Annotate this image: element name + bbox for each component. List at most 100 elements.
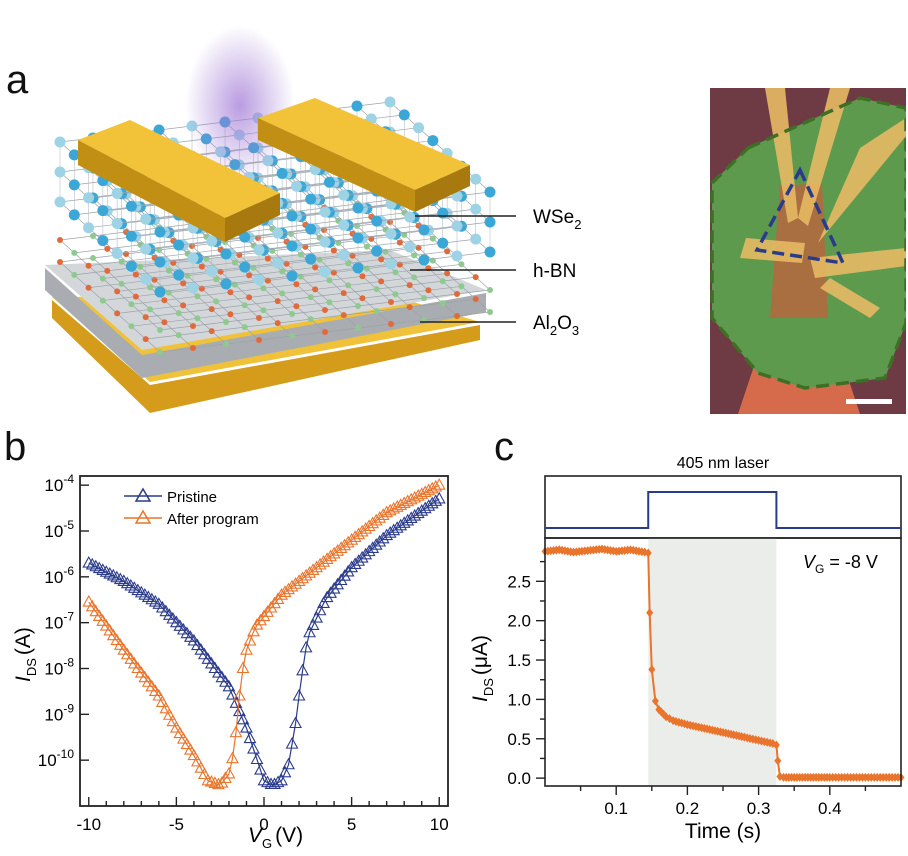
- lattice-atom: [290, 180, 302, 192]
- lattice-bond: [277, 198, 311, 204]
- lattice-bond: [409, 242, 443, 248]
- panel-letter-a: a: [6, 58, 29, 102]
- data-point: [106, 628, 120, 641]
- lattice-atom: [227, 289, 234, 296]
- lattice-bond: [310, 194, 344, 200]
- data-point: [310, 610, 324, 623]
- lattice-bond: [88, 265, 104, 279]
- lattice-atom: [458, 261, 465, 268]
- data-point: [254, 613, 267, 626]
- photoresponse-chart: 405 nm laser 0.1 0.2 0.3 0.4 0.0 0.5 1.0 1.5 2.…: [469, 455, 905, 843]
- lattice-bond: [315, 263, 349, 268]
- lattice-bond: [117, 287, 151, 292]
- lattice-bond: [324, 327, 359, 333]
- lattice-atom: [427, 135, 439, 147]
- lattice-atom: [472, 274, 479, 281]
- lattice-atom: [392, 291, 399, 298]
- lattice-bond: [192, 283, 227, 289]
- lattice-atom: [371, 245, 383, 257]
- lattice-atom: [484, 246, 496, 258]
- lattice-atom: [352, 202, 364, 214]
- lattice-bond: [258, 245, 293, 251]
- y-tick-label: 1.5: [507, 651, 531, 670]
- data-point: [296, 663, 309, 676]
- lattice-atom: [454, 313, 460, 319]
- data-point: [113, 572, 127, 585]
- lattice-bond: [102, 278, 118, 292]
- lattice-atom: [437, 237, 449, 249]
- lattice-bond: [211, 266, 245, 272]
- lattice-atom: [359, 295, 366, 302]
- data-point: [317, 596, 331, 608]
- data-point: [229, 725, 243, 738]
- lattice-atom: [429, 235, 436, 242]
- lattice-bond: [102, 274, 136, 279]
- lattice-bond: [168, 266, 202, 271]
- data-point: [222, 766, 236, 779]
- lattice-atom: [322, 329, 328, 335]
- data-point: [429, 479, 443, 492]
- data-point: [324, 586, 338, 598]
- y-tick-label: 2.5: [507, 572, 531, 591]
- lattice-bond: [277, 318, 311, 324]
- lattice-atom: [439, 278, 446, 285]
- lattice-atom: [319, 266, 331, 278]
- lattice-bond: [192, 253, 227, 259]
- lattice-bond: [381, 277, 415, 282]
- lattice-bond: [150, 283, 184, 288]
- data-point: [96, 563, 110, 575]
- legend-marker-after: [134, 509, 152, 524]
- lattice-atom: [472, 296, 479, 303]
- data-point: [236, 712, 250, 725]
- lattice-bond: [414, 273, 448, 278]
- lattice-bond: [362, 276, 377, 290]
- lattice-atom: [404, 241, 416, 253]
- lattice-atom: [118, 280, 125, 287]
- lattice-bond: [376, 306, 410, 312]
- lattice-atom: [439, 300, 446, 307]
- lattice-atom: [260, 285, 267, 292]
- lattice-atom: [241, 324, 248, 331]
- lattice-bond: [88, 283, 122, 289]
- lattice-bond: [390, 319, 425, 325]
- data-point: [240, 720, 253, 733]
- data-point: [110, 633, 124, 646]
- lattice-bond: [150, 305, 184, 310]
- y-tick-label: 10-5: [44, 518, 74, 541]
- lattice-bond: [343, 220, 377, 226]
- data-point: [89, 559, 103, 572]
- lattice-atom: [359, 273, 366, 280]
- lattice-bond: [197, 313, 231, 319]
- data-point: [651, 696, 659, 706]
- data-point: [247, 624, 260, 637]
- lattice-atom: [154, 286, 166, 298]
- data-point: [254, 762, 267, 775]
- lattice-bond: [376, 310, 392, 325]
- panel-letter-c: c: [494, 425, 514, 469]
- data-point: [644, 548, 652, 558]
- lattice-atom: [470, 233, 482, 245]
- lattice-bond: [131, 326, 146, 340]
- lattice-bond: [225, 279, 260, 285]
- lattice-atom: [338, 189, 350, 201]
- lattice-atom: [444, 248, 451, 255]
- lattice-bond: [211, 308, 227, 323]
- lattice-bond: [409, 302, 443, 308]
- lattice-atom: [385, 258, 397, 270]
- lattice-atom: [118, 258, 125, 265]
- lattice-bond: [145, 214, 179, 220]
- lattice-atom: [484, 186, 496, 198]
- data-point: [338, 569, 352, 581]
- lattice-bond: [244, 232, 278, 238]
- lattice-bond: [362, 293, 396, 299]
- lattice-atom: [153, 124, 165, 136]
- data-point: [306, 618, 320, 630]
- lattice-atom: [451, 250, 463, 262]
- lattice-bond: [131, 299, 165, 305]
- lattice-atom: [132, 293, 139, 300]
- data-point: [359, 547, 373, 560]
- lattice-atom: [326, 299, 333, 306]
- lattice-atom: [165, 267, 172, 274]
- lattice-bond: [211, 326, 245, 332]
- lattice-atom: [213, 276, 220, 283]
